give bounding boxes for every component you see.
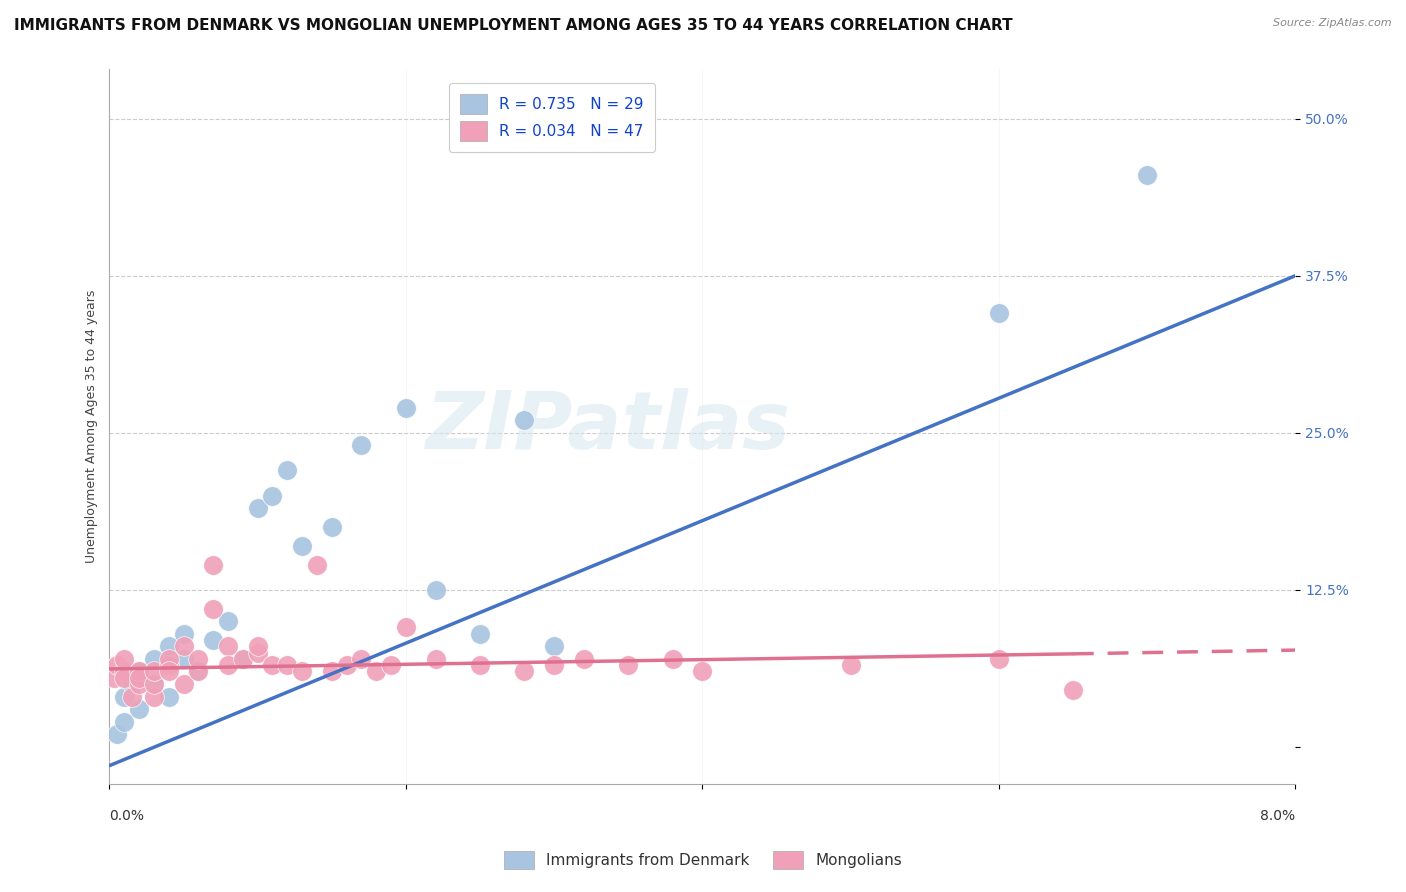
- Point: [513, 665, 536, 679]
- Point: [232, 652, 254, 666]
- Point: [395, 620, 418, 634]
- Point: [276, 658, 298, 673]
- Point: [1062, 683, 1084, 698]
- Point: [468, 626, 491, 640]
- Point: [246, 640, 269, 654]
- Point: [425, 582, 447, 597]
- Point: [112, 665, 135, 679]
- Point: [112, 652, 135, 666]
- Point: [103, 671, 125, 685]
- Text: ZIPatlas: ZIPatlas: [425, 387, 790, 466]
- Point: [128, 702, 150, 716]
- Point: [157, 665, 180, 679]
- Point: [173, 640, 195, 654]
- Point: [187, 665, 209, 679]
- Point: [395, 401, 418, 415]
- Point: [157, 658, 180, 673]
- Point: [157, 652, 180, 666]
- Point: [543, 658, 565, 673]
- Y-axis label: Unemployment Among Ages 35 to 44 years: Unemployment Among Ages 35 to 44 years: [86, 290, 98, 563]
- Point: [187, 665, 209, 679]
- Point: [105, 727, 128, 741]
- Point: [305, 558, 328, 572]
- Point: [173, 677, 195, 691]
- Point: [839, 658, 862, 673]
- Point: [112, 714, 135, 729]
- Point: [142, 665, 165, 679]
- Point: [350, 652, 373, 666]
- Point: [246, 501, 269, 516]
- Point: [202, 558, 225, 572]
- Text: IMMIGRANTS FROM DENMARK VS MONGOLIAN UNEMPLOYMENT AMONG AGES 35 TO 44 YEARS CORR: IMMIGRANTS FROM DENMARK VS MONGOLIAN UNE…: [14, 18, 1012, 33]
- Point: [1136, 169, 1159, 183]
- Point: [157, 690, 180, 704]
- Point: [202, 601, 225, 615]
- Point: [380, 658, 402, 673]
- Point: [572, 652, 595, 666]
- Text: Source: ZipAtlas.com: Source: ZipAtlas.com: [1274, 18, 1392, 28]
- Point: [232, 652, 254, 666]
- Point: [217, 658, 239, 673]
- Legend: Immigrants from Denmark, Mongolians: Immigrants from Denmark, Mongolians: [498, 845, 908, 875]
- Point: [217, 614, 239, 628]
- Point: [366, 665, 388, 679]
- Point: [128, 671, 150, 685]
- Point: [121, 690, 143, 704]
- Point: [513, 413, 536, 427]
- Point: [425, 652, 447, 666]
- Point: [128, 677, 150, 691]
- Point: [692, 665, 714, 679]
- Point: [112, 690, 135, 704]
- Point: [142, 677, 165, 691]
- Text: 0.0%: 0.0%: [110, 809, 145, 823]
- Point: [262, 489, 284, 503]
- Point: [202, 633, 225, 648]
- Point: [291, 665, 314, 679]
- Point: [350, 438, 373, 452]
- Point: [112, 671, 135, 685]
- Point: [321, 665, 343, 679]
- Point: [987, 652, 1010, 666]
- Point: [142, 652, 165, 666]
- Point: [217, 640, 239, 654]
- Point: [543, 640, 565, 654]
- Point: [173, 652, 195, 666]
- Legend: R = 0.735   N = 29, R = 0.034   N = 47: R = 0.735 N = 29, R = 0.034 N = 47: [449, 83, 655, 152]
- Point: [321, 520, 343, 534]
- Point: [128, 665, 150, 679]
- Point: [128, 665, 150, 679]
- Point: [617, 658, 640, 673]
- Point: [121, 677, 143, 691]
- Point: [291, 539, 314, 553]
- Point: [276, 463, 298, 477]
- Point: [187, 652, 209, 666]
- Point: [105, 658, 128, 673]
- Text: 8.0%: 8.0%: [1260, 809, 1295, 823]
- Point: [157, 640, 180, 654]
- Point: [987, 306, 1010, 320]
- Point: [262, 658, 284, 673]
- Point: [661, 652, 683, 666]
- Point: [173, 626, 195, 640]
- Point: [335, 658, 357, 673]
- Point: [246, 646, 269, 660]
- Point: [142, 677, 165, 691]
- Point: [142, 690, 165, 704]
- Point: [468, 658, 491, 673]
